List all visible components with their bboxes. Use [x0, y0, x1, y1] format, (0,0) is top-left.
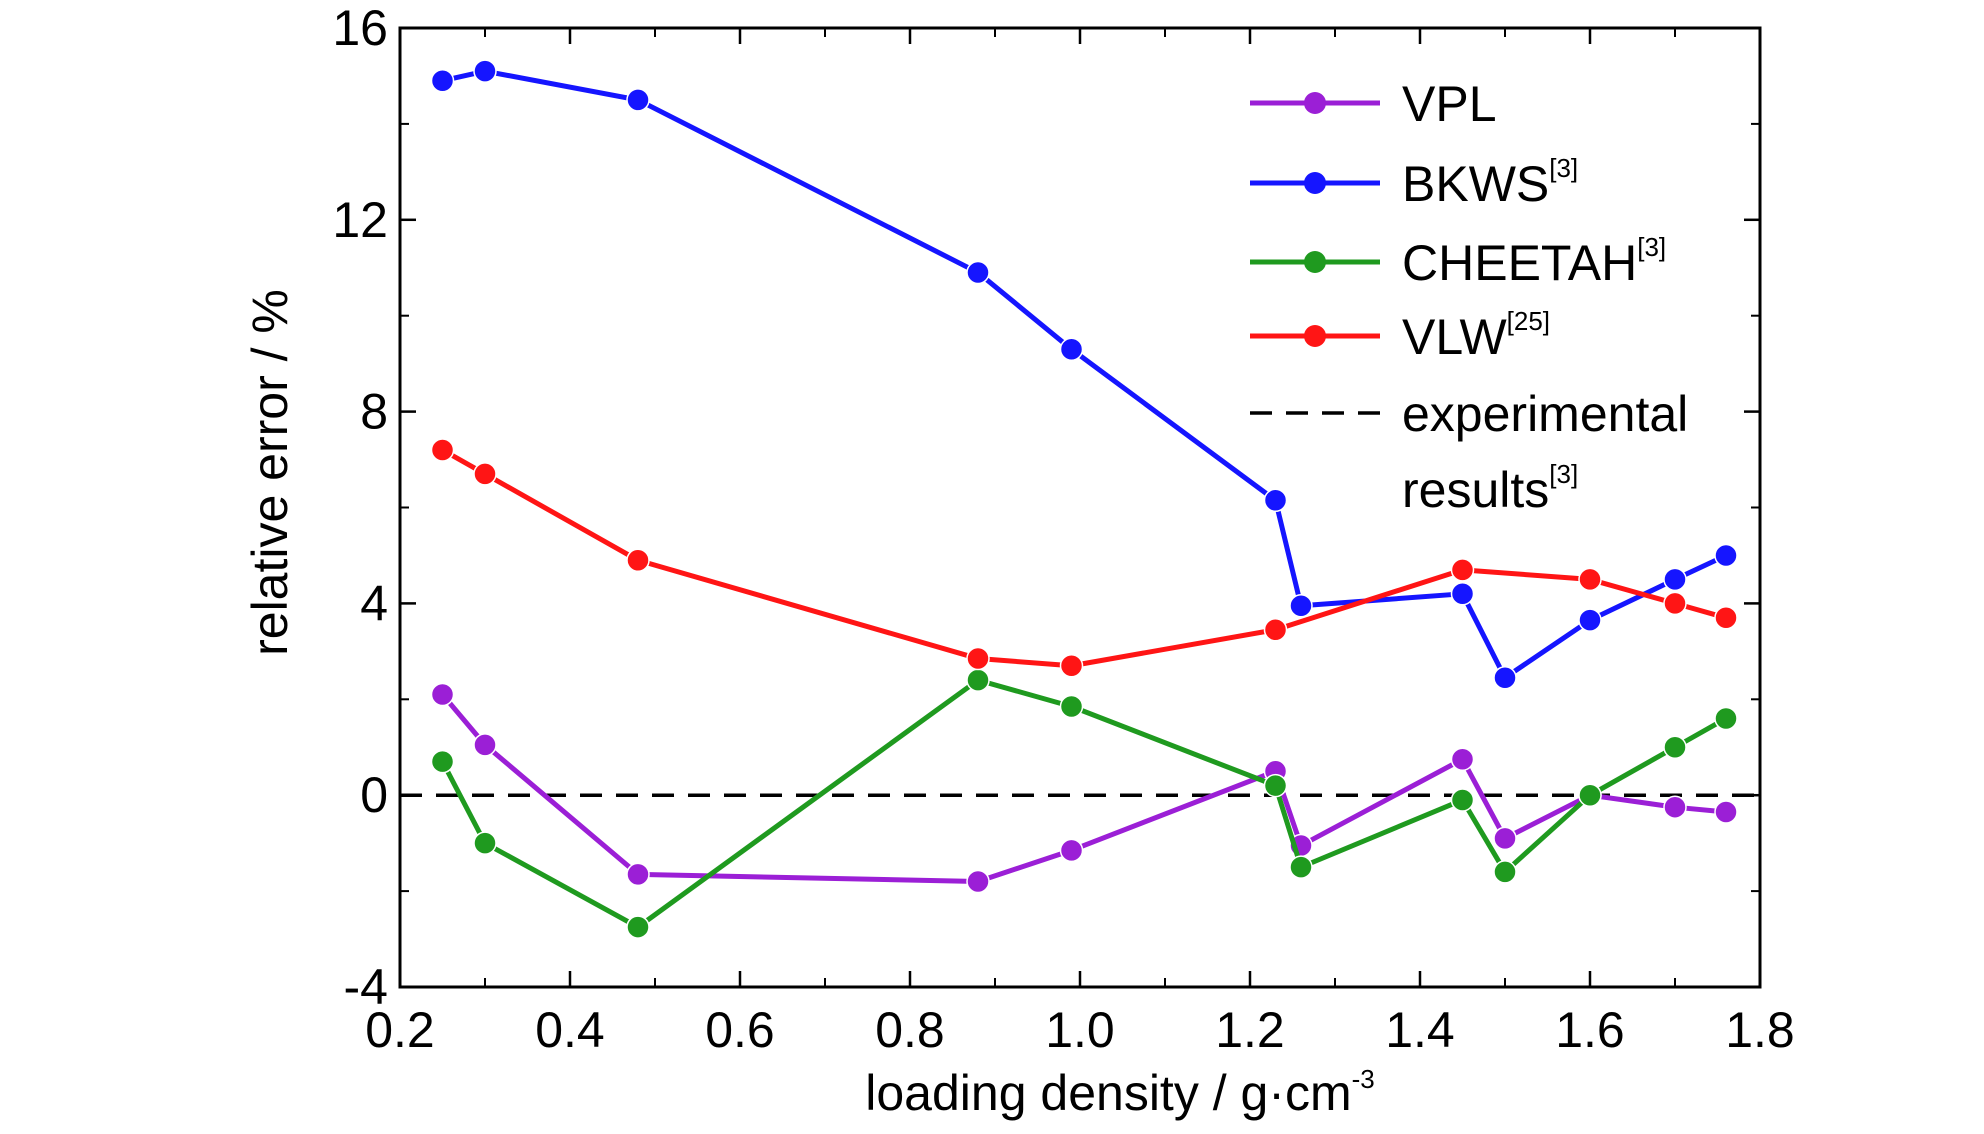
y-tick-label: 8	[360, 384, 388, 440]
data-point-vpl	[626, 862, 650, 887]
y-tick-label: 12	[332, 192, 388, 248]
series-line-vlw	[441, 447, 1727, 669]
data-point-vlw	[1578, 567, 1602, 592]
data-point-vlw	[1663, 591, 1687, 616]
plot-area	[400, 59, 1760, 939]
legend-name-bkws: BKWS	[1402, 156, 1549, 212]
x-tick-label: 0.2	[365, 1002, 435, 1058]
data-point-vpl	[1450, 747, 1475, 771]
legend: VPLBKWS[3]CHEETAH[3]VLW[25]experimentalr…	[1250, 76, 1688, 518]
data-point-cheetah	[1059, 694, 1084, 719]
data-point-vpl	[473, 733, 497, 757]
data-point-bkws	[1289, 594, 1313, 618]
x-tick-label: 0.8	[875, 1002, 945, 1058]
y-tick-label: 16	[332, 0, 388, 56]
legend-name-cheetah: CHEETAH	[1402, 235, 1637, 291]
data-point-bkws	[1578, 608, 1602, 632]
tick-labels: 0.2 0.4 0.6 0.8 1.0 1.2 1.4 1.6 1.8 -4 0 4 8 12 16	[332, 0, 1794, 1058]
data-point-cheetah	[1450, 788, 1475, 812]
data-point-cheetah	[1714, 706, 1738, 731]
data-point-vlw	[473, 462, 497, 486]
legend-reference-results: [3]	[1549, 459, 1578, 489]
legend-label-results: results[3]	[1402, 459, 1578, 518]
data-point-vpl	[1663, 795, 1687, 819]
legend-marker-vlw	[1304, 325, 1326, 347]
legend-label-cheetah: CHEETAH[3]	[1402, 232, 1666, 291]
legend-marker-vpl	[1304, 92, 1326, 114]
x-axis-title: loading density / g·cm-3	[865, 1064, 1374, 1121]
data-point-vlw	[430, 438, 455, 462]
data-point-cheetah	[1578, 783, 1602, 807]
data-point-bkws	[1493, 665, 1517, 690]
data-point-vpl	[1714, 800, 1738, 824]
data-point-vlw	[1263, 618, 1288, 642]
data-point-vpl	[966, 869, 990, 894]
data-point-bkws	[966, 260, 990, 285]
legend-label-bkws: BKWS[3]	[1402, 153, 1578, 212]
data-point-cheetah	[1289, 855, 1313, 879]
x-axis-title-main: loading density / g·cm	[865, 1065, 1351, 1121]
data-point-vlw	[1450, 558, 1475, 582]
data-point-cheetah	[1263, 773, 1288, 798]
x-axis-title-superscript: -3	[1352, 1064, 1375, 1094]
legend-reference-vlw: [25]	[1507, 306, 1550, 336]
data-point-vlw	[626, 548, 650, 572]
y-tick-label: -4	[344, 959, 388, 1015]
legend-name-vpl: VPL	[1402, 76, 1497, 132]
x-tick-label: 1.0	[1045, 1002, 1115, 1058]
legend-marker-bkws	[1304, 172, 1326, 194]
series-line-vpl	[440, 692, 1727, 885]
data-point-bkws	[1450, 582, 1475, 606]
legend-label-vlw: VLW[25]	[1402, 306, 1550, 365]
series-line-cheetah	[440, 677, 1728, 930]
legend-label-vpl: VPL	[1402, 76, 1497, 132]
legend-name-results: results	[1402, 462, 1549, 518]
x-tick-label: 1.6	[1555, 1002, 1625, 1058]
data-point-cheetah	[430, 749, 455, 774]
data-point-bkws	[473, 59, 497, 83]
series-line-bkws	[441, 68, 1728, 681]
data-point-bkws	[1663, 567, 1687, 592]
data-point-cheetah	[473, 831, 497, 855]
y-tick-label: 4	[360, 575, 388, 631]
data-point-vlw	[1059, 653, 1084, 678]
data-point-cheetah	[1493, 860, 1517, 884]
data-point-vlw	[1714, 606, 1738, 630]
data-point-vpl	[430, 682, 455, 707]
x-tick-label: 1.8	[1725, 1002, 1795, 1058]
data-point-bkws	[626, 88, 650, 112]
data-point-bkws	[1263, 488, 1288, 513]
y-tick-label: 0	[360, 767, 388, 823]
data-point-vpl	[1493, 826, 1517, 851]
legend-reference-cheetah: [3]	[1637, 232, 1666, 262]
data-point-vpl	[1059, 838, 1084, 863]
legend-reference-bkws: [3]	[1549, 153, 1578, 183]
data-point-bkws	[1714, 543, 1738, 568]
legend-marker-cheetah	[1304, 251, 1326, 273]
x-tick-label: 1.2	[1215, 1002, 1285, 1058]
x-tick-label: 1.4	[1385, 1002, 1455, 1058]
data-point-bkws	[430, 68, 455, 93]
y-axis-title: relative error / %	[242, 289, 298, 656]
axes	[398, 26, 1762, 989]
data-point-vlw	[966, 646, 990, 671]
x-tick-label: 0.4	[535, 1002, 605, 1058]
legend-name-vlw: VLW	[1402, 309, 1507, 365]
data-point-cheetah	[966, 668, 990, 692]
data-point-cheetah	[626, 915, 650, 939]
data-point-cheetah	[1663, 735, 1687, 759]
data-point-bkws	[1059, 337, 1084, 362]
legend-label-experimental: experimental	[1402, 386, 1688, 442]
x-tick-label: 0.6	[705, 1002, 775, 1058]
